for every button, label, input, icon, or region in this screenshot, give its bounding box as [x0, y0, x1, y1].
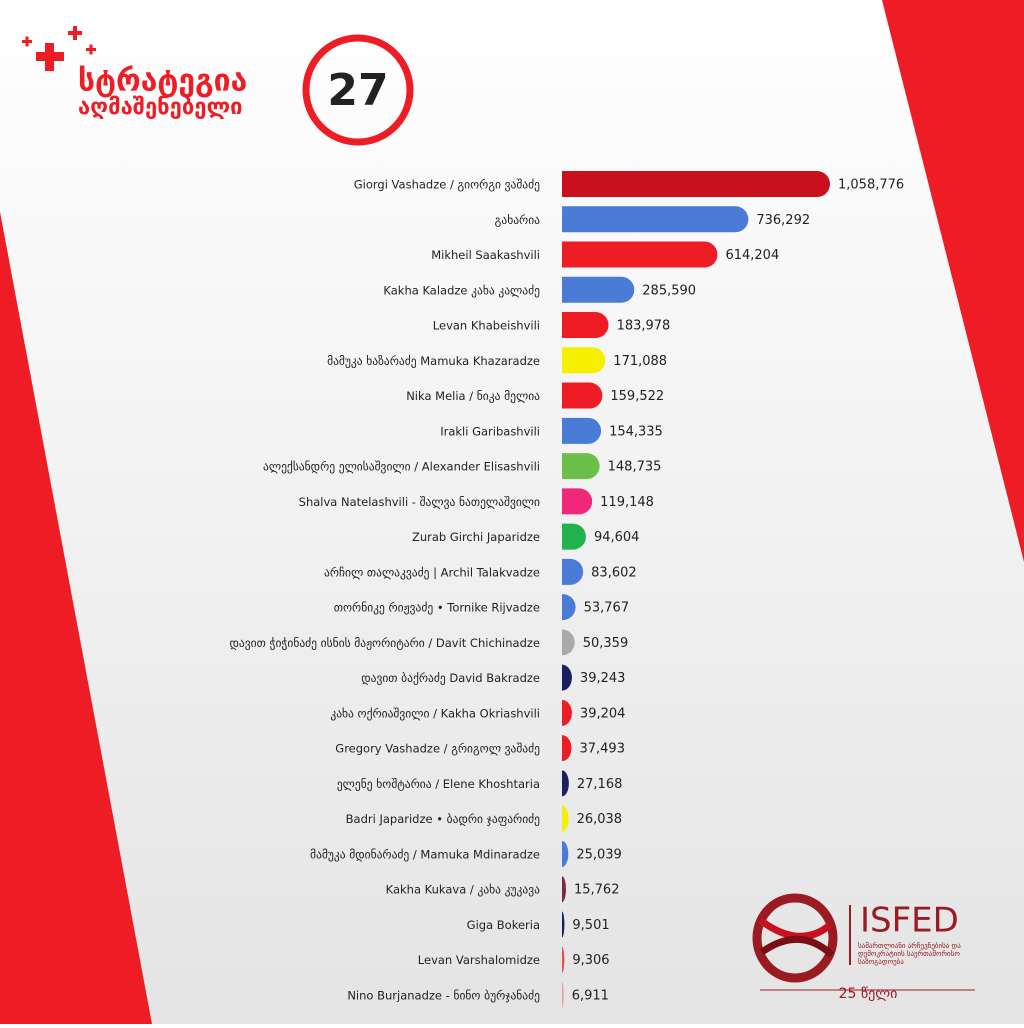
category-label: Kakha Kaladze კახა კალაძე: [383, 283, 540, 297]
category-label: მამუკა მდინარაძე / Mamuka Mdinaradze: [310, 847, 540, 861]
value-label: 15,762: [574, 883, 620, 898]
value-label: 37,493: [579, 742, 625, 757]
bar: [562, 805, 569, 832]
red-band-left: [0, 212, 152, 1024]
bar: [562, 206, 749, 233]
category-label: Zurab Girchi Japaridze: [412, 530, 540, 544]
bar: [562, 770, 569, 797]
value-label: 119,148: [600, 495, 654, 510]
bar: [562, 946, 565, 973]
red-band-right: [882, 0, 1024, 562]
category-label: Nika Melia / ნიკა მელია: [406, 389, 540, 403]
category-label: Gregory Vashadze / გრიგოლ ვაშაძე: [335, 742, 540, 756]
bar: [562, 594, 576, 621]
bar: [562, 171, 830, 197]
value-label: 154,335: [609, 424, 663, 439]
logo-title: სტრატეგია: [78, 64, 247, 99]
org-full-box: სამართლიანი არჩევნებისა და დემოკრატიის ს…: [858, 942, 961, 966]
category-label: დავით ბაქრაძე David Bakradze: [361, 671, 540, 685]
value-label: 50,359: [583, 636, 629, 651]
category-label: გახარია: [495, 213, 540, 227]
category-label: Giorgi Vashadze / გიორგი ვაშაძე: [354, 178, 540, 192]
anniversary: 25 წელი: [839, 986, 898, 1002]
category-label: Nino Burjanadze - ნინო ბურჯანაძე: [347, 988, 540, 1002]
logo-subtitle: აღმაშენებელი: [78, 95, 242, 120]
badge-circle: [302, 34, 414, 146]
bar: [562, 312, 609, 339]
value-label: 53,767: [584, 601, 630, 616]
org-full: სამართლიანი არჩევნებისა და დემოკრატიის ს…: [858, 942, 961, 966]
category-label: მამუკა ხაზარაძე Mamuka Khazaradze: [327, 354, 540, 368]
bar: [562, 558, 584, 585]
value-label: 148,735: [608, 460, 662, 475]
bar: [562, 523, 586, 550]
badge-number: 27: [327, 65, 388, 116]
value-label: 159,522: [610, 389, 664, 404]
bar: [562, 241, 718, 268]
bar: [562, 488, 593, 515]
category-label: Levan Khabeishvili: [433, 319, 540, 333]
value-label: 1,058,776: [838, 178, 904, 193]
category-label: არჩილ თალაკვაძე | Archil Talakvadze: [324, 565, 540, 579]
bar: [562, 453, 600, 480]
value-label: 285,590: [642, 283, 696, 298]
bar: [562, 347, 606, 374]
value-label: 26,038: [577, 812, 623, 827]
value-label: 39,243: [580, 671, 626, 686]
category-label: ელენე ხოშტარია / Elene Khoshtaria: [337, 777, 540, 791]
bar: [562, 911, 565, 938]
value-label: 94,604: [594, 530, 640, 545]
value-label: 171,088: [613, 354, 667, 369]
bar: [562, 735, 572, 762]
bar: [562, 840, 569, 867]
category-label: კახა ოქრიაშვილი / Kakha Okriashvili: [330, 706, 540, 720]
category-label: Badri Japaridze • ბადრი ჯაფარიძე: [346, 812, 540, 826]
category-label: თორნიკე რიჟვაძე • Tornike Rijvadze: [334, 601, 540, 615]
bar: [562, 699, 572, 726]
category-label: Irakli Garibashvili: [440, 424, 540, 438]
bar: [562, 876, 566, 903]
value-label: 39,204: [580, 706, 626, 721]
bar: [562, 981, 564, 1008]
value-label: 736,292: [756, 213, 810, 228]
category-label: Kakha Kukava / კახა კუკავა: [386, 883, 541, 897]
bar: [562, 382, 603, 409]
category-label: Giga Bokeria: [467, 918, 540, 932]
value-label: 27,168: [577, 777, 623, 792]
bar: [562, 417, 602, 444]
org-name: ISFED: [860, 901, 959, 941]
value-label: 614,204: [725, 248, 779, 263]
category-label: Mikheil Saakashvili: [431, 248, 540, 262]
category-label: Levan Varshalomidze: [418, 953, 540, 967]
logo-crosses: [22, 26, 96, 71]
value-label: 83,602: [591, 565, 637, 580]
value-label: 25,039: [576, 847, 622, 862]
bar: [562, 276, 635, 303]
category-label: დავით ჭიჭინაძე ისნის მაჟორიტარი / Davit …: [230, 636, 541, 650]
value-label: 9,501: [572, 918, 609, 933]
value-label: 6,911: [572, 988, 609, 1003]
bar: [562, 664, 572, 691]
value-label: 9,306: [572, 953, 609, 968]
isfed-logo: [752, 893, 975, 991]
bar: [562, 629, 575, 656]
category-label: ალექსანდრე ელისაშვილი / Alexander Elisas…: [263, 460, 540, 474]
value-label: 183,978: [617, 319, 671, 334]
category-label: Shalva Natelashvili - შალვა ნათელაშვილი: [299, 495, 540, 509]
